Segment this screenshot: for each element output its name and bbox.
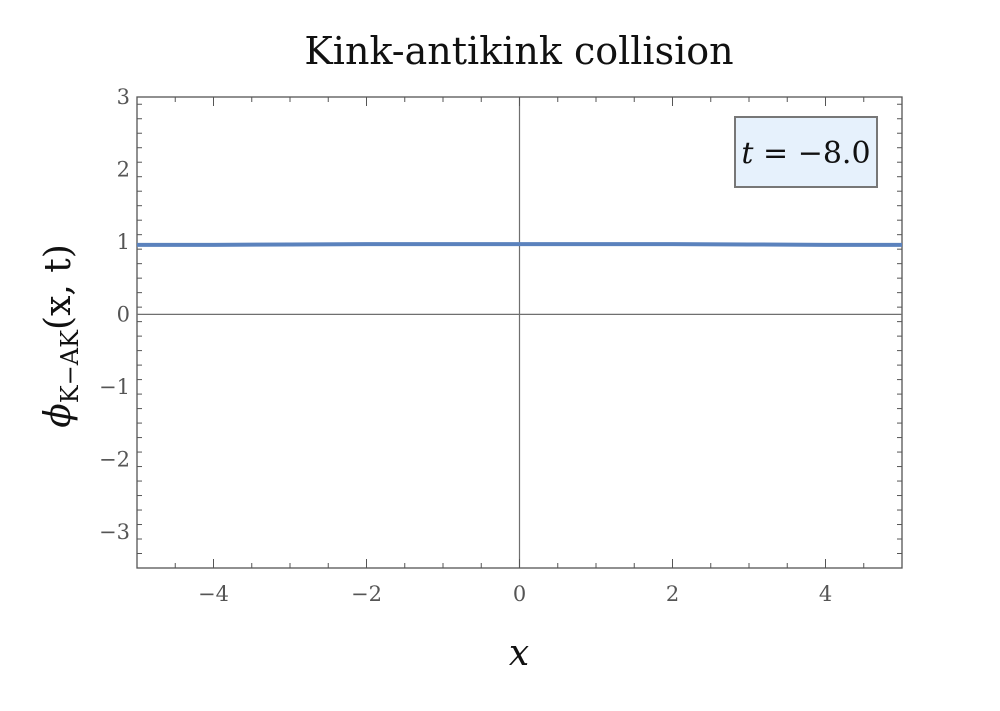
x-ticks bbox=[136, 97, 903, 568]
x-tick-label: −2 bbox=[351, 582, 382, 606]
y-tick-label: −3 bbox=[99, 520, 130, 544]
x-tick-label: 2 bbox=[666, 582, 679, 606]
series-line bbox=[137, 242, 902, 247]
x-tick-label: 0 bbox=[513, 582, 526, 606]
x-tick-labels: −4 −2 0 2 4 bbox=[198, 582, 832, 606]
series-layer bbox=[137, 242, 902, 247]
time-annotation: t = −8.0 bbox=[734, 116, 878, 188]
y-tick-label: 3 bbox=[117, 85, 130, 109]
x-tick-label: −4 bbox=[198, 582, 229, 606]
y-axis-label-symbol: ϕ bbox=[38, 403, 79, 428]
y-ticks bbox=[137, 103, 902, 569]
y-axis-label: ϕK−AK(x, t) bbox=[38, 244, 84, 428]
y-axis-label-args: (x, t) bbox=[38, 244, 79, 330]
y-tick-label: −2 bbox=[99, 447, 130, 471]
zero-axes bbox=[137, 97, 902, 568]
x-axis-label: x bbox=[509, 633, 529, 674]
time-annotation-value: −8.0 bbox=[798, 136, 871, 171]
y-tick-label: 2 bbox=[117, 157, 130, 181]
y-tick-label: 1 bbox=[117, 230, 130, 254]
time-annotation-equals: = bbox=[753, 136, 797, 171]
y-tick-label: 0 bbox=[117, 302, 130, 326]
y-axis-label-subscript: K−AK bbox=[56, 329, 84, 403]
chart-title: Kink-antikink collision bbox=[304, 29, 733, 73]
x-tick-label: 4 bbox=[819, 582, 832, 606]
time-annotation-box bbox=[734, 116, 878, 188]
time-annotation-text: t = −8.0 bbox=[741, 136, 870, 171]
y-tick-label: −1 bbox=[99, 375, 130, 399]
time-annotation-var: t bbox=[741, 136, 754, 171]
y-tick-labels: −3 −2 −1 0 1 2 3 bbox=[99, 85, 130, 544]
